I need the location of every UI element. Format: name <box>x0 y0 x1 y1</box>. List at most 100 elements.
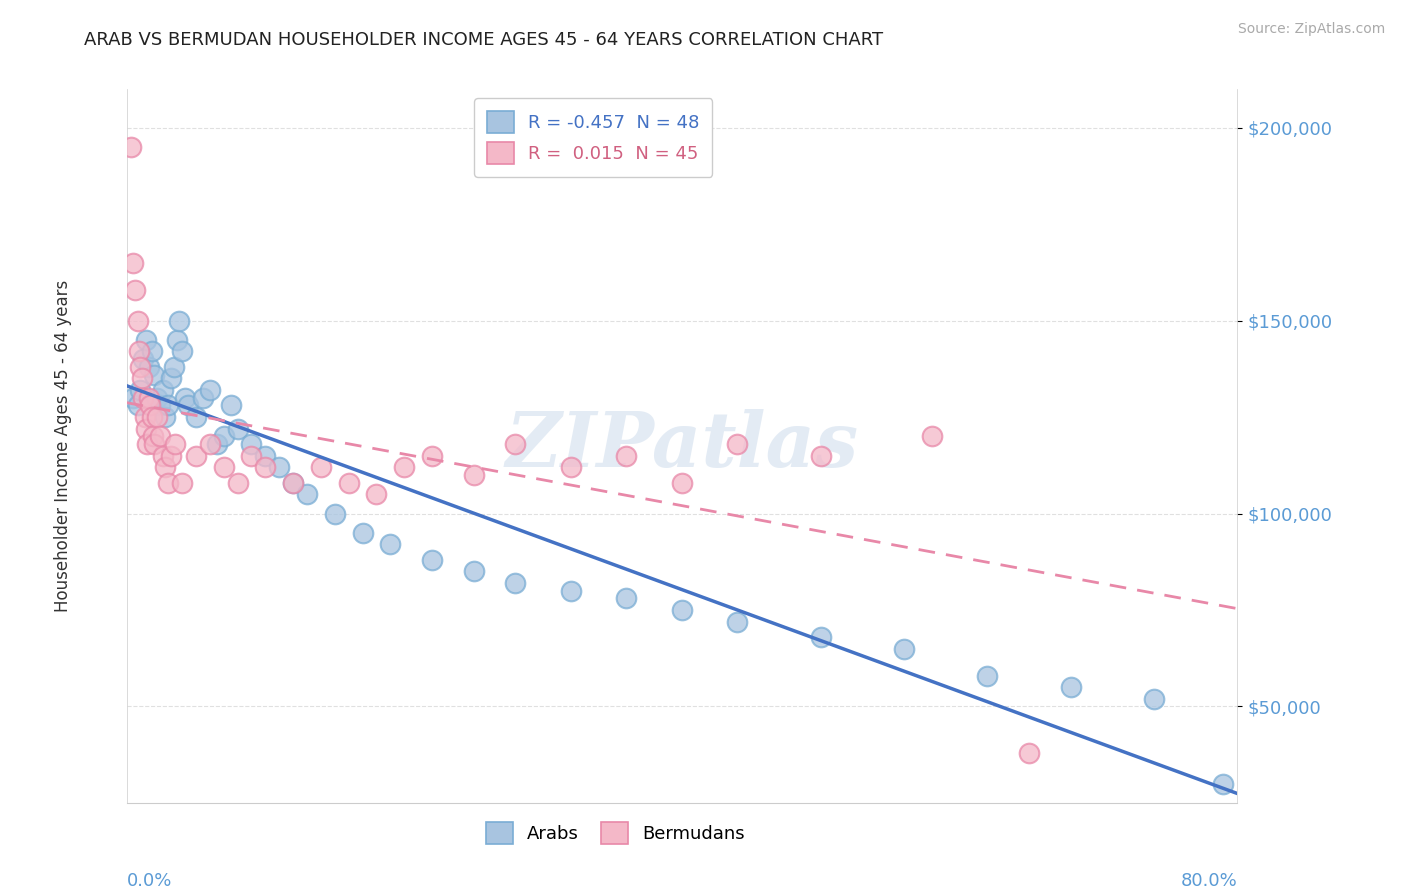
Point <box>160 371 183 385</box>
Point <box>198 383 221 397</box>
Point <box>129 383 152 397</box>
Point <box>138 391 160 405</box>
Point <box>132 391 155 405</box>
Point <box>380 537 402 551</box>
Text: 0.0%: 0.0% <box>127 872 172 890</box>
Point <box>169 313 191 327</box>
Point <box>614 449 637 463</box>
Point <box>184 449 207 463</box>
Text: ARAB VS BERMUDAN HOUSEHOLDER INCOME AGES 45 - 64 YEARS CORRELATION CHART: ARAB VS BERMUDAN HOUSEHOLDER INCOME AGES… <box>84 31 883 49</box>
Point <box>198 437 221 451</box>
Point <box>463 565 485 579</box>
Point <box>254 449 277 463</box>
Point <box>120 140 142 154</box>
Point <box>157 475 180 490</box>
Point <box>976 668 998 682</box>
Point <box>127 313 149 327</box>
Text: ZIPatlas: ZIPatlas <box>505 409 859 483</box>
Point <box>155 460 177 475</box>
Point <box>141 344 163 359</box>
Point <box>671 603 693 617</box>
Point <box>146 410 169 425</box>
Point <box>226 422 249 436</box>
Point <box>143 368 166 382</box>
Point <box>124 283 146 297</box>
Point <box>1018 746 1040 760</box>
Point <box>281 475 304 490</box>
Point <box>122 256 145 270</box>
Point <box>727 615 749 629</box>
Point <box>309 460 332 475</box>
Point <box>134 410 156 425</box>
Point <box>893 641 915 656</box>
Point <box>219 399 242 413</box>
Point <box>921 429 943 443</box>
Point <box>129 359 152 374</box>
Legend: Arabs, Bermudans: Arabs, Bermudans <box>478 814 752 851</box>
Point <box>337 475 360 490</box>
Point <box>810 630 832 644</box>
Point <box>128 344 150 359</box>
Point <box>727 437 749 451</box>
Point <box>146 391 169 405</box>
Point <box>254 460 277 475</box>
Point <box>127 399 149 413</box>
Point <box>240 449 263 463</box>
Point <box>1060 680 1083 694</box>
Point <box>1143 691 1166 706</box>
Point <box>560 583 582 598</box>
Point <box>191 391 214 405</box>
Point <box>138 359 160 374</box>
Point <box>143 437 166 451</box>
Text: Householder Income Ages 45 - 64 years: Householder Income Ages 45 - 64 years <box>55 280 72 612</box>
Point <box>1212 776 1234 790</box>
Point <box>172 475 194 490</box>
Point <box>503 576 526 591</box>
Point <box>420 449 443 463</box>
Point <box>212 460 235 475</box>
Point <box>141 410 163 425</box>
Point <box>560 460 582 475</box>
Point <box>149 429 172 443</box>
Point <box>136 437 159 451</box>
Point <box>366 487 388 501</box>
Point <box>614 591 637 606</box>
Point <box>463 467 485 482</box>
Point <box>810 449 832 463</box>
Point <box>226 475 249 490</box>
Point <box>184 410 207 425</box>
Point <box>149 399 172 413</box>
Point <box>176 399 198 413</box>
Point <box>671 475 693 490</box>
Point <box>155 410 177 425</box>
Point <box>281 475 304 490</box>
Point <box>212 429 235 443</box>
Point <box>163 359 186 374</box>
Point <box>152 383 174 397</box>
Point <box>132 352 155 367</box>
Point <box>503 437 526 451</box>
Point <box>152 449 174 463</box>
Point <box>135 333 157 347</box>
Point <box>240 437 263 451</box>
Point <box>323 507 346 521</box>
Point <box>139 399 162 413</box>
Text: 80.0%: 80.0% <box>1181 872 1237 890</box>
Point <box>157 399 180 413</box>
Point <box>269 460 291 475</box>
Point <box>131 371 153 385</box>
Point <box>352 525 374 540</box>
Point <box>172 344 194 359</box>
Point <box>173 391 195 405</box>
Point <box>205 437 228 451</box>
Point <box>122 391 145 405</box>
Point <box>166 333 188 347</box>
Point <box>142 429 165 443</box>
Point <box>394 460 416 475</box>
Point <box>135 422 157 436</box>
Point <box>420 553 443 567</box>
Point <box>165 437 187 451</box>
Point <box>295 487 318 501</box>
Text: Source: ZipAtlas.com: Source: ZipAtlas.com <box>1237 22 1385 37</box>
Point <box>160 449 183 463</box>
